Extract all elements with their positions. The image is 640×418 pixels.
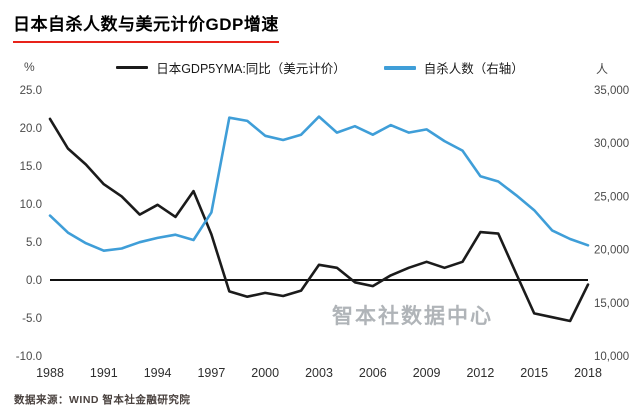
y-axis-left-tick-label: 10.0 <box>20 199 42 211</box>
y-axis-left-tick-label: 20.0 <box>20 123 42 135</box>
y-axis-right-tick-label: 15,000 <box>594 298 629 310</box>
y-axis-right-tick-label: 35,000 <box>594 85 629 97</box>
legend-item-gdp: 日本GDP5YMA:同比（美元计价） <box>116 58 346 77</box>
suicide-line-swatch <box>383 65 416 70</box>
x-axis-tick-label: 1988 <box>36 366 64 380</box>
legend-label-gdp: 日本GDP5YMA:同比（美元计价） <box>156 62 346 76</box>
y-axis-left-tick-label: 0.0 <box>26 275 42 287</box>
suicides-line <box>48 115 590 252</box>
gdp-line <box>48 117 590 323</box>
x-axis-tick-label: 2018 <box>574 366 602 380</box>
y-axis-right-tick-label: 25,000 <box>594 191 629 203</box>
y-axis-right-tick-label: 30,000 <box>594 138 629 150</box>
x-axis-tick-label: 2000 <box>251 366 279 380</box>
y-axis-right-tick-label: 10,000 <box>594 351 629 363</box>
x-axis-tick-label: 2015 <box>520 366 548 380</box>
legend: 日本GDP5YMA:同比（美元计价） 自杀人数（右轴） <box>0 58 640 77</box>
y-axis-left-tick-label: -10.0 <box>16 351 42 363</box>
x-axis-tick-label: 2012 <box>466 366 494 380</box>
right-axis-unit-label: 人 <box>596 62 609 76</box>
y-axis-left-tick-label: -5.0 <box>22 313 42 325</box>
gdp-line-swatch <box>116 66 149 69</box>
y-axis-left-tick-label: 5.0 <box>26 237 42 249</box>
x-axis-tick-label: 2003 <box>305 366 333 380</box>
left-axis-unit-label: % <box>24 60 35 74</box>
legend-label-suicides: 自杀人数（右轴） <box>423 62 524 76</box>
x-axis-tick-label: 2006 <box>359 366 387 380</box>
legend-item-suicides: 自杀人数（右轴） <box>383 58 524 77</box>
y-axis-left-tick-label: 15.0 <box>20 161 42 173</box>
x-axis-tick-label: 1991 <box>90 366 118 380</box>
y-axis-left-tick-label: 25.0 <box>20 85 42 97</box>
x-axis-tick-label: 1997 <box>197 366 225 380</box>
source-note: 数据来源：WIND 智本社金融研究院 <box>14 394 191 406</box>
y-axis-right-tick-label: 20,000 <box>594 245 629 257</box>
x-axis-tick-label: 1994 <box>144 366 172 380</box>
page-title: 日本自杀人数与美元计价GDP增速 <box>13 10 279 43</box>
x-axis-tick-label: 2009 <box>413 366 441 380</box>
